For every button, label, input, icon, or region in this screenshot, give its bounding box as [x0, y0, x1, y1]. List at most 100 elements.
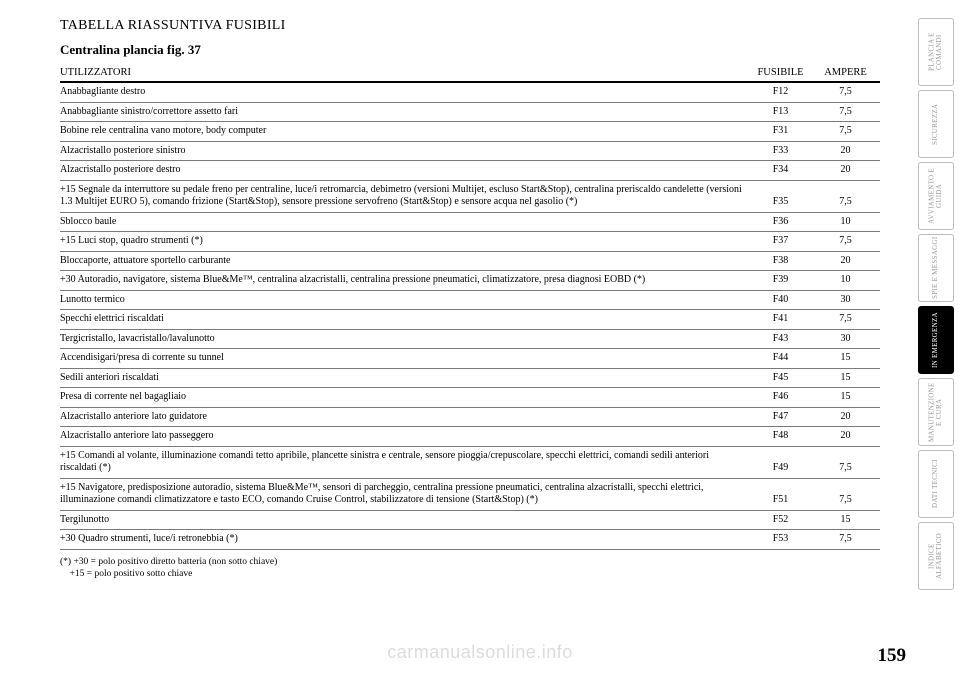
header-fusibile: FUSIBILE [750, 64, 815, 82]
table-row: Presa di corrente nel bagagliaioF4615 [60, 388, 880, 408]
cell-fusibile: F13 [750, 102, 815, 122]
cell-utilizzatori: Anabbagliante destro [60, 82, 750, 102]
cell-utilizzatori: Alzacristallo anteriore lato passeggero [60, 427, 750, 447]
cell-utilizzatori: +15 Navigatore, predisposizione autoradi… [60, 478, 750, 510]
cell-ampere: 7,5 [815, 310, 880, 330]
table-row: +30 Autoradio, navigatore, sistema Blue&… [60, 271, 880, 291]
cell-fusibile: F33 [750, 141, 815, 161]
cell-ampere: 20 [815, 427, 880, 447]
cell-utilizzatori: Sblocco baule [60, 212, 750, 232]
section-title: TABELLA RIASSUNTIVA FUSIBILI [60, 18, 880, 34]
cell-utilizzatori: Bobine rele centralina vano motore, body… [60, 122, 750, 142]
cell-fusibile: F51 [750, 478, 815, 510]
side-tab[interactable]: SPIE E MESSAGGI [918, 234, 954, 302]
table-row: Alzacristallo anteriore lato guidatoreF4… [60, 407, 880, 427]
table-row: Sedili anteriori riscaldatiF4515 [60, 368, 880, 388]
table-row: Tergicristallo, lavacristallo/lavalunott… [60, 329, 880, 349]
side-tabs: PLANCIA E COMANDI SICUREZZA AVVIAMENTO E G… [918, 18, 954, 594]
cell-utilizzatori: Lunotto termico [60, 290, 750, 310]
side-tab[interactable]: INDICE ALFABETICO [918, 522, 954, 590]
cell-ampere: 7,5 [815, 232, 880, 252]
cell-utilizzatori: Alzacristallo posteriore destro [60, 161, 750, 181]
side-tab[interactable]: IN EMERGENZA [918, 306, 954, 374]
table-row: Bloccaporte, attuatore sportello carbura… [60, 251, 880, 271]
table-row: +30 Quadro strumenti, luce/i retronebbia… [60, 530, 880, 550]
cell-utilizzatori: +15 Segnale da interruttore su pedale fr… [60, 180, 750, 212]
cell-ampere: 20 [815, 407, 880, 427]
watermark: carmanualsonline.info [387, 642, 573, 663]
table-row: Lunotto termicoF4030 [60, 290, 880, 310]
cell-utilizzatori: Anabbagliante sinistro/correttore assett… [60, 102, 750, 122]
cell-ampere: 20 [815, 251, 880, 271]
cell-fusibile: F36 [750, 212, 815, 232]
cell-fusibile: F38 [750, 251, 815, 271]
cell-utilizzatori: Tergilunotto [60, 510, 750, 530]
cell-ampere: 10 [815, 212, 880, 232]
page-content: TABELLA RIASSUNTIVA FUSIBILI Centralina … [60, 18, 880, 580]
cell-utilizzatori: Specchi elettrici riscaldati [60, 310, 750, 330]
table-header-row: UTILIZZATORI FUSIBILE AMPERE [60, 64, 880, 82]
table-row: +15 Segnale da interruttore su pedale fr… [60, 180, 880, 212]
table-row: TergilunottoF5215 [60, 510, 880, 530]
footnote-line-1: (*) +30 = polo positivo diretto batteria… [60, 556, 880, 568]
header-utilizzatori: UTILIZZATORI [60, 64, 750, 82]
cell-fusibile: F44 [750, 349, 815, 369]
fuse-table: UTILIZZATORI FUSIBILE AMPERE Anabbaglian… [60, 64, 880, 550]
cell-utilizzatori: Presa di corrente nel bagagliaio [60, 388, 750, 408]
cell-utilizzatori: Sedili anteriori riscaldati [60, 368, 750, 388]
cell-fusibile: F12 [750, 82, 815, 102]
table-row: Specchi elettrici riscaldatiF417,5 [60, 310, 880, 330]
cell-ampere: 30 [815, 329, 880, 349]
table-row: Accendisigari/presa di corrente su tunne… [60, 349, 880, 369]
cell-fusibile: F53 [750, 530, 815, 550]
cell-utilizzatori: Bloccaporte, attuatore sportello carbura… [60, 251, 750, 271]
cell-ampere: 20 [815, 161, 880, 181]
table-row: +15 Luci stop, quadro strumenti (*)F377,… [60, 232, 880, 252]
cell-ampere: 20 [815, 141, 880, 161]
cell-fusibile: F39 [750, 271, 815, 291]
footnote-line-2: +15 = polo positivo sotto chiave [60, 568, 880, 580]
cell-utilizzatori: +30 Quadro strumenti, luce/i retronebbia… [60, 530, 750, 550]
cell-fusibile: F41 [750, 310, 815, 330]
cell-ampere: 15 [815, 510, 880, 530]
cell-ampere: 7,5 [815, 82, 880, 102]
side-tab[interactable]: MANUTENZIONE E CURA [918, 378, 954, 446]
cell-ampere: 7,5 [815, 180, 880, 212]
cell-ampere: 15 [815, 388, 880, 408]
table-row: Anabbagliante destroF127,5 [60, 82, 880, 102]
cell-fusibile: F31 [750, 122, 815, 142]
cell-fusibile: F43 [750, 329, 815, 349]
table-row: Alzacristallo posteriore sinistroF3320 [60, 141, 880, 161]
side-tab[interactable]: SICUREZZA [918, 90, 954, 158]
cell-fusibile: F34 [750, 161, 815, 181]
cell-utilizzatori: Tergicristallo, lavacristallo/lavalunott… [60, 329, 750, 349]
cell-utilizzatori: Alzacristallo posteriore sinistro [60, 141, 750, 161]
cell-ampere: 15 [815, 349, 880, 369]
table-row: +15 Navigatore, predisposizione autoradi… [60, 478, 880, 510]
cell-utilizzatori: +15 Comandi al volante, illuminazione co… [60, 446, 750, 478]
subsection-title: Centralina plancia fig. 37 [60, 42, 880, 58]
table-row: Anabbagliante sinistro/correttore assett… [60, 102, 880, 122]
page-number: 159 [878, 645, 907, 667]
cell-ampere: 15 [815, 368, 880, 388]
table-row: +15 Comandi al volante, illuminazione co… [60, 446, 880, 478]
cell-ampere: 30 [815, 290, 880, 310]
cell-utilizzatori: Accendisigari/presa di corrente su tunne… [60, 349, 750, 369]
cell-ampere: 7,5 [815, 102, 880, 122]
cell-fusibile: F52 [750, 510, 815, 530]
footnote: (*) +30 = polo positivo diretto batteria… [60, 556, 880, 581]
table-row: Sblocco bauleF3610 [60, 212, 880, 232]
cell-fusibile: F37 [750, 232, 815, 252]
cell-fusibile: F46 [750, 388, 815, 408]
cell-fusibile: F47 [750, 407, 815, 427]
cell-fusibile: F35 [750, 180, 815, 212]
side-tab[interactable]: PLANCIA E COMANDI [918, 18, 954, 86]
table-row: Alzacristallo anteriore lato passeggeroF… [60, 427, 880, 447]
cell-fusibile: F48 [750, 427, 815, 447]
cell-fusibile: F40 [750, 290, 815, 310]
cell-ampere: 7,5 [815, 478, 880, 510]
table-row: Bobine rele centralina vano motore, body… [60, 122, 880, 142]
cell-fusibile: F45 [750, 368, 815, 388]
side-tab[interactable]: DATI TECNICI [918, 450, 954, 518]
side-tab[interactable]: AVVIAMENTO E GUIDA [918, 162, 954, 230]
